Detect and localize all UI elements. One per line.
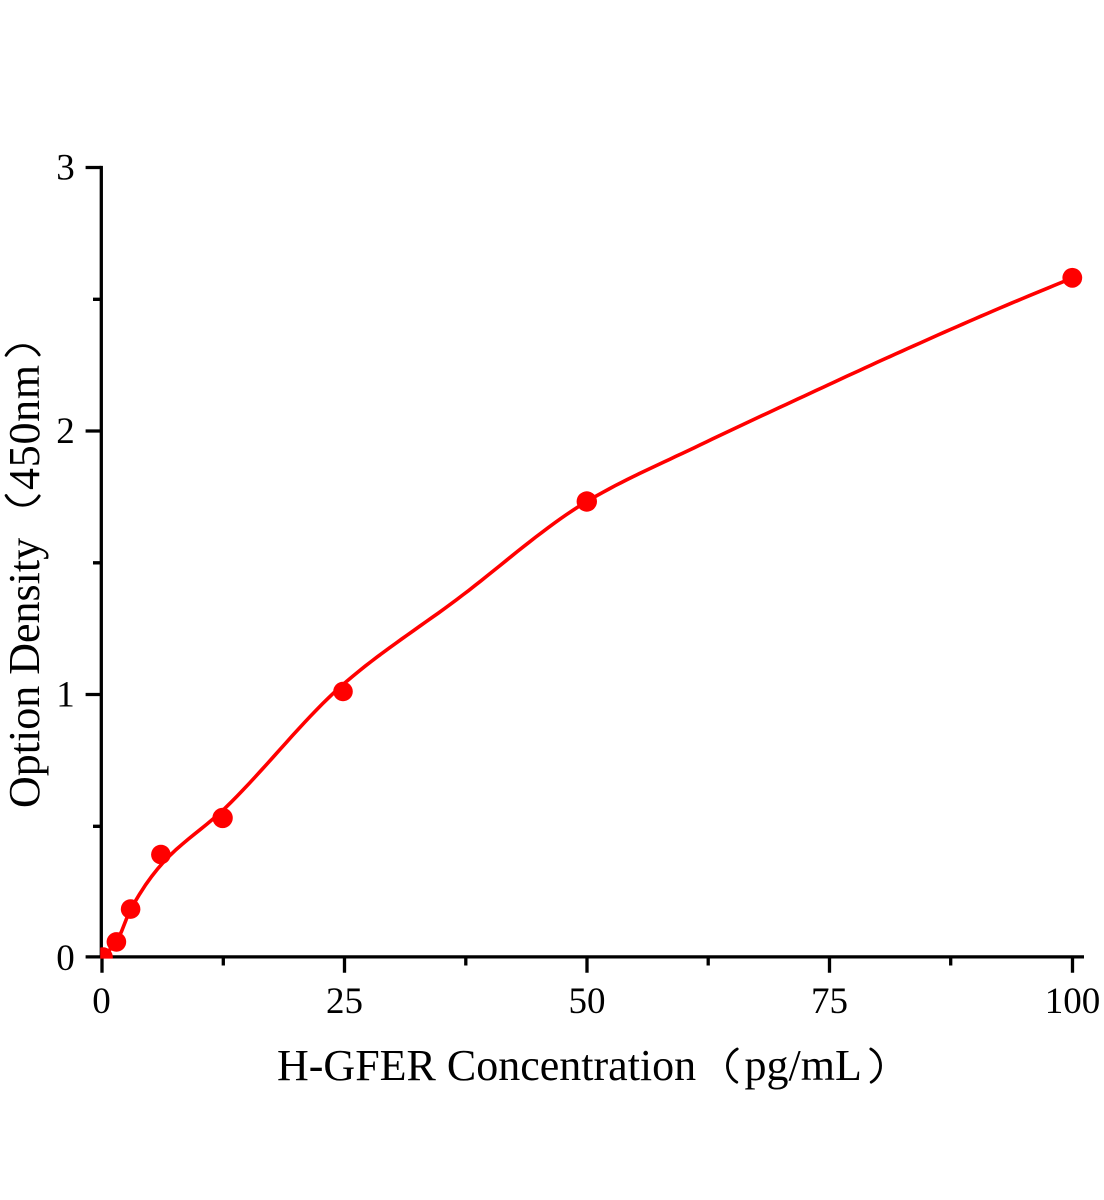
svg-text:pg/mL: pg/mL: [745, 1041, 862, 1090]
svg-text:0: 0: [92, 981, 111, 1022]
svg-text:H-GFER Concentration: H-GFER Concentration: [277, 1041, 696, 1090]
svg-text:0: 0: [56, 938, 75, 979]
svg-text:75: 75: [811, 981, 848, 1022]
svg-text:3: 3: [56, 148, 75, 189]
svg-text:1: 1: [56, 675, 75, 716]
svg-text:2: 2: [56, 411, 75, 452]
svg-text:50: 50: [569, 981, 606, 1022]
svg-text:450nm: 450nm: [0, 364, 49, 490]
svg-text:Option Density: Option Density: [0, 538, 49, 808]
svg-text:25: 25: [326, 981, 363, 1022]
svg-text:100: 100: [1045, 981, 1101, 1022]
